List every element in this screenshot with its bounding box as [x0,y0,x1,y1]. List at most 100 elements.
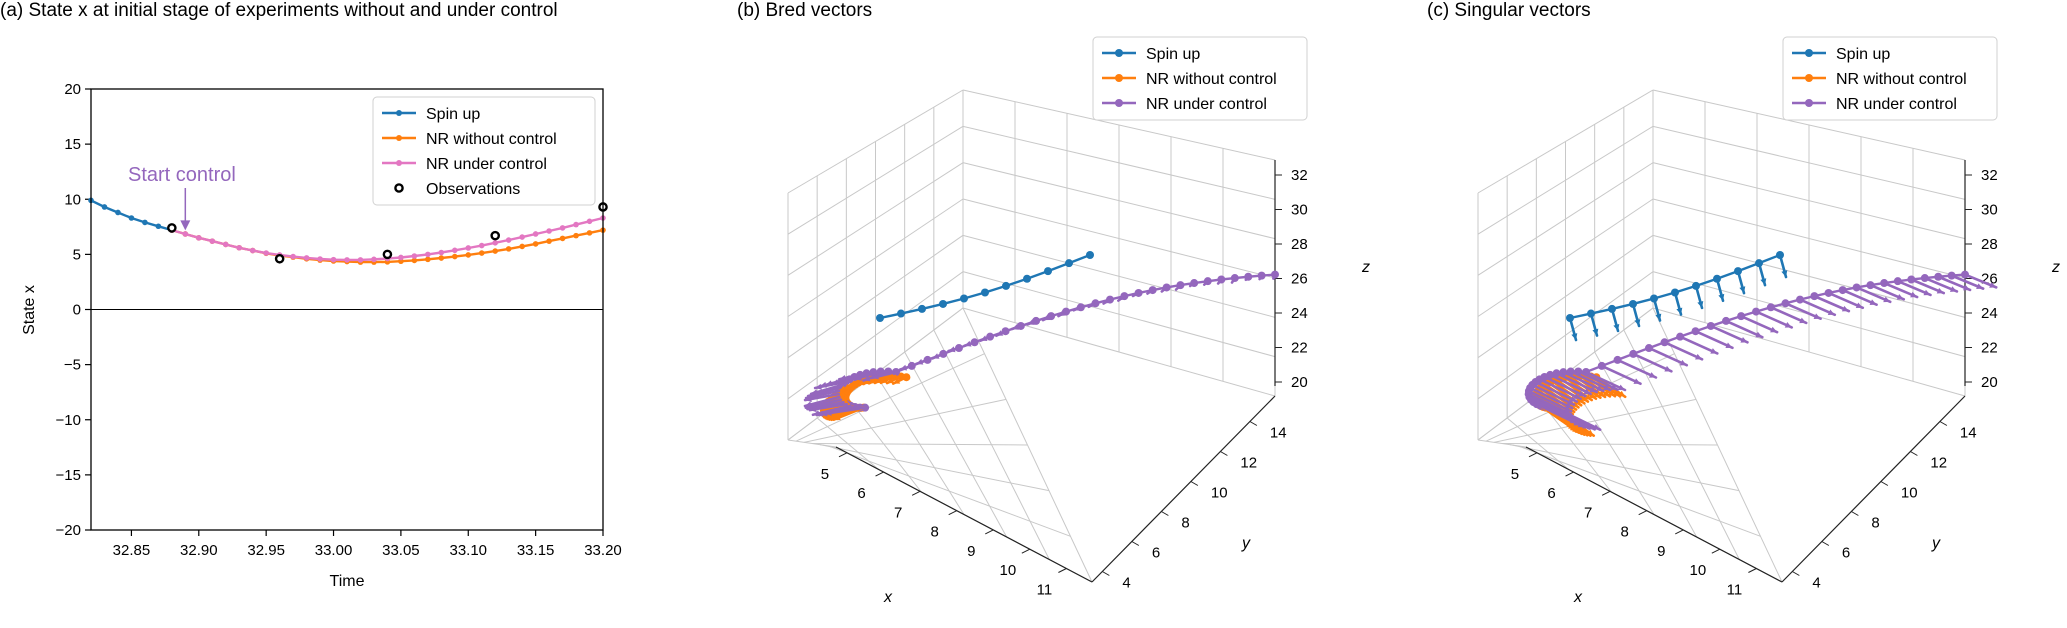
z-tick-label: 32 [1981,167,1998,184]
x-tick-label: 11 [1727,582,1743,599]
data-point [371,256,377,263]
singular-vector-purple-head [1578,390,1586,397]
y-tick-label: 6 [1152,545,1160,562]
z-tick-label: 22 [1291,340,1308,357]
bred-vector-purple-head [1132,290,1140,296]
grid-line [962,271,1276,358]
x-tick-mark [1058,568,1067,573]
perturbation-vectors [803,271,1279,422]
bred-vector-purple-head [1073,305,1081,311]
y-tick-label: −15 [56,467,81,484]
y-axis-line [1091,395,1276,583]
singular-vector-purple-head [1710,348,1718,354]
bred-vector-purple-head [1232,275,1238,283]
data-point [573,221,579,228]
y-tick-mark [1910,451,1918,456]
panel-3d-trajectories [834,251,1279,412]
panel-a-line-chart: 32.85 32.90 32.95 33.00 33.05 33.10 33.15 33.20… [21,81,622,590]
grid-line [1652,125,1966,200]
y-tick-label: 12 [1930,455,1947,472]
bred-vector-purple [811,404,852,417]
singular-vector-purple-head [1610,384,1618,390]
x-axis-line [835,446,1093,583]
data-point [505,237,512,243]
x-tick-label: 33.00 [315,542,353,559]
bred-vector-purple-head [1190,279,1198,287]
singular-vector-blue-head [1676,307,1683,315]
singular-vector-purple-head [1755,331,1763,338]
singular-vector-purple [1527,389,1573,413]
data-point [303,255,310,261]
legend-entry: NR under control [1146,96,1267,113]
legend-entry: NR without control [1146,71,1277,88]
y-tick-label: 10 [1901,485,1918,502]
grid-line [1652,307,1966,397]
singular-vector-purple-head [1896,294,1904,300]
spin-up-path-point [939,299,947,308]
bred-vector-purple-head [980,335,988,342]
bred-vector-orange-head [874,377,882,384]
spin-up-path-point [960,294,968,303]
panel-b-title: (b) Bred vectors [737,0,872,21]
legend-swatch-marker [1805,99,1813,107]
singular-vector-purple-head [1664,365,1672,372]
singular-vector-orange-head [1580,395,1588,402]
legend-entry: Spin up [1836,46,1890,63]
singular-vector-blue-head [1655,313,1662,321]
panel-a-ticks: 32.85 32.90 32.95 33.00 33.05 33.10 33.15 33.20… [56,81,622,559]
singular-vector-purple-head [1589,386,1597,393]
panel-a-xlabel: Time [330,573,365,590]
singular-vector-purple-head [1583,388,1591,394]
x-tick-label: 33.20 [584,542,622,559]
singular-vector-purple [1528,386,1574,410]
perturbation-vectors [1527,253,1998,437]
x-tick-label: 33.05 [382,542,420,559]
y-tick-mark [1249,421,1258,426]
x-tick-label: 32.95 [247,542,285,559]
y-axis-label: y [1931,535,1941,552]
bred-vector-purple-head [811,389,819,396]
singular-vector-purple-head [1963,284,1971,291]
singular-vector-purple [1543,375,1587,398]
grid-line [1501,443,1718,446]
legend-entry: Spin up [426,106,480,123]
bred-vector-purple-head [872,373,879,380]
data-point [492,248,499,254]
singular-vector-purple-head [1841,305,1849,312]
singular-vector-purple-head [1618,384,1625,391]
singular-vector-blue-head [1634,319,1641,326]
data-point [317,256,323,262]
z-tick-label: 28 [1981,236,1998,253]
x-tick-mark [985,529,994,535]
x-tick-label: 9 [1657,543,1665,560]
y-tick-label: 0 [73,302,81,319]
x-tick-mark [911,490,921,496]
bred-vector-purple-head [1259,272,1266,280]
observation-point [274,253,285,264]
spin-up-path-point [1023,274,1031,283]
panel-3d-grid [787,89,1276,583]
panel-b-3d-plot: 5 6 7 8 9 10 11 x 4 6 8 10 12 14 y 20 22 24 26 28 30 32 z Spin … [787,36,1370,606]
singular-vector-purple-head [1784,322,1792,328]
singular-vector-purple [1569,370,1612,392]
legend-entry: NR under control [426,156,547,173]
grid-line [1509,444,1740,492]
y-tick-mark [1220,451,1228,456]
grid-line [1477,198,1654,317]
bred-vector-purple-head [855,374,862,381]
singular-vector-orange-head [1608,390,1615,397]
bred-vector-purple-head [1118,294,1126,301]
y-tick-label: −5 [64,357,81,374]
y-tick-mark [1880,481,1889,486]
panel-a-ylabel: State x [21,285,38,335]
grid-line [1477,271,1654,400]
singular-vector-purple-head [1923,289,1931,296]
grid-line [787,198,964,317]
x-tick-label: 7 [894,504,902,521]
y-tick-mark [1102,571,1110,576]
grid-line [962,307,1276,397]
grid-line [787,162,964,276]
grid-line [962,125,1276,200]
y-tick-label: 10 [1211,485,1228,502]
panel-a-series [88,197,608,265]
